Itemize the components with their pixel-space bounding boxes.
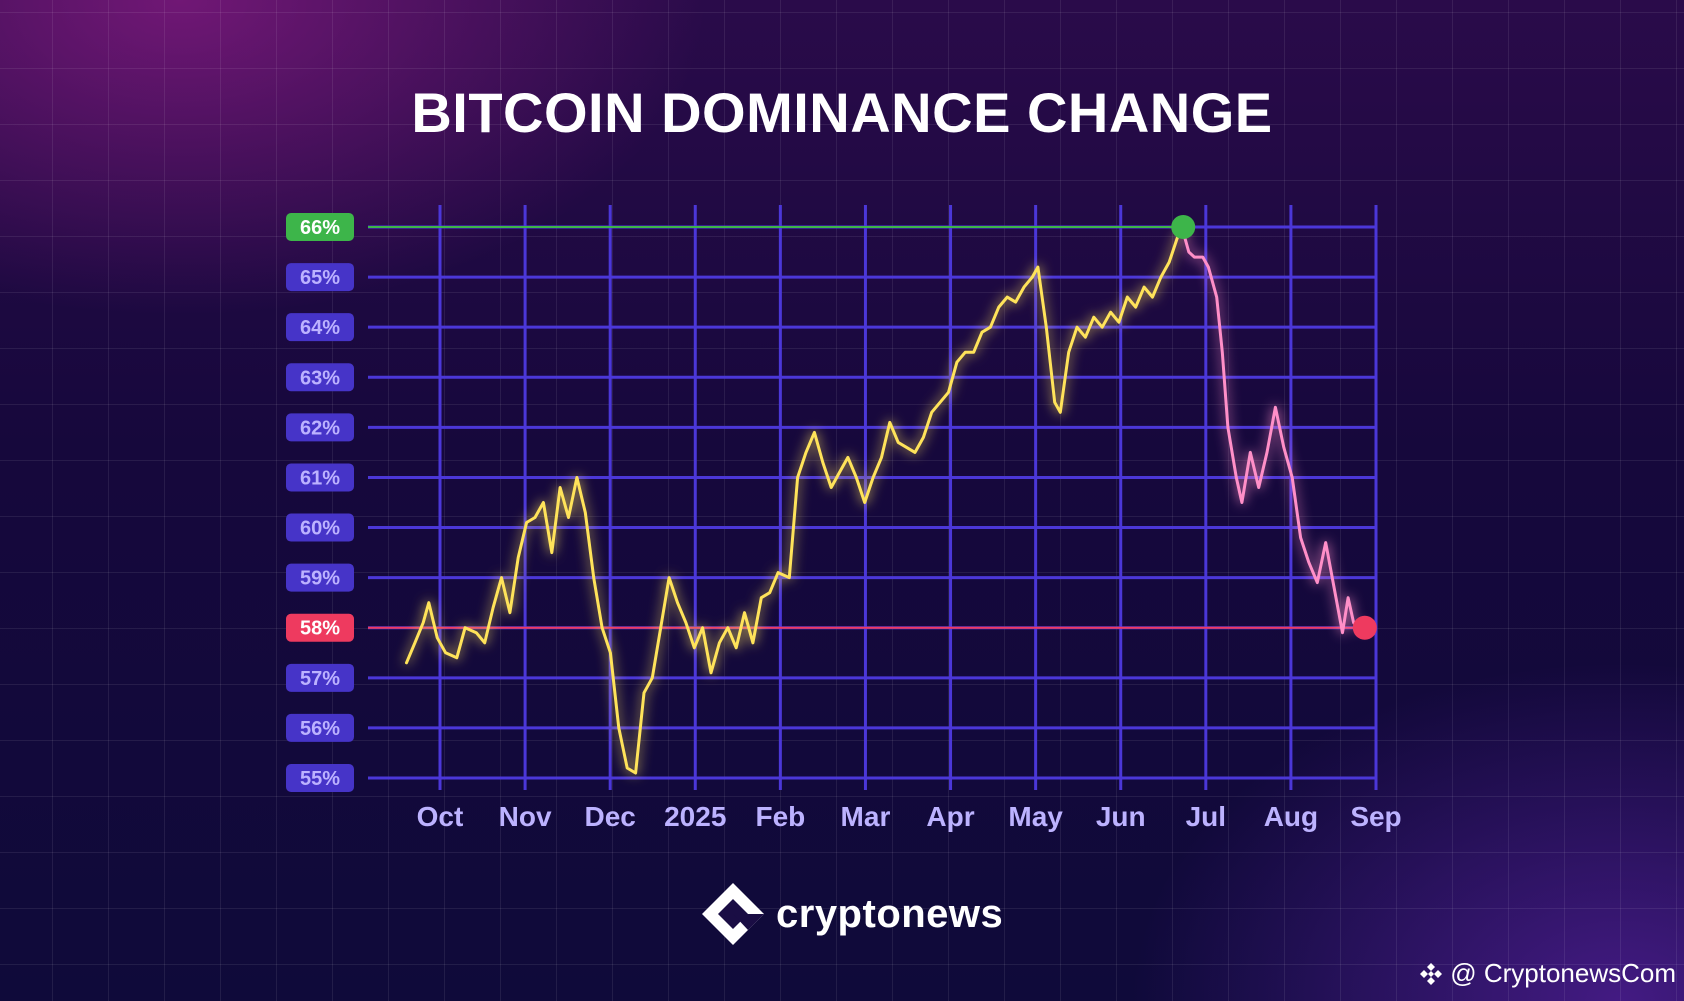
y-tick-badge (286, 663, 354, 692)
social-handle[interactable]: @ CryptonewsCom (1418, 958, 1676, 989)
brand-name: cryptonews (776, 891, 1004, 936)
y-tick-label: 63% (300, 367, 340, 389)
y-tick-label: 55% (300, 768, 340, 790)
y-tick-badge (286, 563, 354, 592)
y-tick-badge (286, 463, 354, 492)
x-tick-label: Oct (417, 801, 464, 832)
x-axis-ticks: Oct Nov Dec 2025 Feb Mar Apr May Jun Jul Aug Sep (417, 801, 1402, 832)
y-tick-label: 61% (300, 467, 340, 489)
y-tick-label: 64% (300, 317, 340, 339)
x-tick-label: Jun (1096, 801, 1146, 832)
y-axis-ticks: 55% 56% 57% 58% 59% 60% 61% 62% 63% 64% 65% 66% (286, 213, 354, 792)
x-tick-label: May (1008, 801, 1063, 832)
y-tick-badge (286, 713, 354, 742)
x-tick-label: Sep (1350, 801, 1401, 832)
grid-lines (368, 205, 1378, 790)
y-tick-label: 58% (300, 618, 340, 640)
series-lines (405, 230, 1367, 775)
x-tick-label: Dec (584, 801, 635, 832)
series-line-decline (1181, 230, 1367, 635)
y-tick-badge (286, 764, 354, 792)
y-tick-label: 65% (300, 267, 340, 289)
reference-lines (368, 226, 1365, 629)
x-tick-label: Mar (841, 801, 891, 832)
y-tick-badge (286, 263, 354, 292)
series-line-rise (405, 230, 1185, 775)
x-tick-label: Feb (755, 801, 805, 832)
y-tick-label: 66% (300, 217, 340, 239)
brand: cryptonews (700, 880, 1003, 948)
x-tick-label: Jul (1186, 801, 1226, 832)
chart-title: BITCOIN DOMINANCE CHANGE (411, 81, 1273, 144)
binance-diamond-icon (1420, 962, 1443, 985)
social-handle-text: @ CryptonewsCom (1450, 958, 1676, 988)
y-tick-label: 59% (300, 568, 340, 590)
y-tick-badge (286, 363, 354, 392)
x-tick-label: Aug (1264, 801, 1318, 832)
y-tick-badge (286, 213, 354, 241)
high-point-marker (1171, 215, 1196, 239)
y-tick-label: 62% (300, 417, 340, 439)
x-tick-label: Apr (926, 801, 974, 832)
y-tick-badge (286, 313, 354, 342)
y-tick-label: 57% (300, 668, 340, 690)
y-tick-badge (286, 613, 354, 642)
markers (1171, 215, 1377, 640)
low-point-marker (1352, 615, 1377, 640)
x-tick-label: 2025 (664, 801, 726, 832)
x-tick-label: Nov (499, 801, 552, 832)
cryptonews-logo-icon (702, 883, 764, 945)
y-tick-label: 56% (300, 718, 340, 740)
y-tick-label: 60% (300, 518, 340, 540)
y-tick-badge (286, 413, 354, 442)
y-tick-badge (286, 513, 354, 542)
